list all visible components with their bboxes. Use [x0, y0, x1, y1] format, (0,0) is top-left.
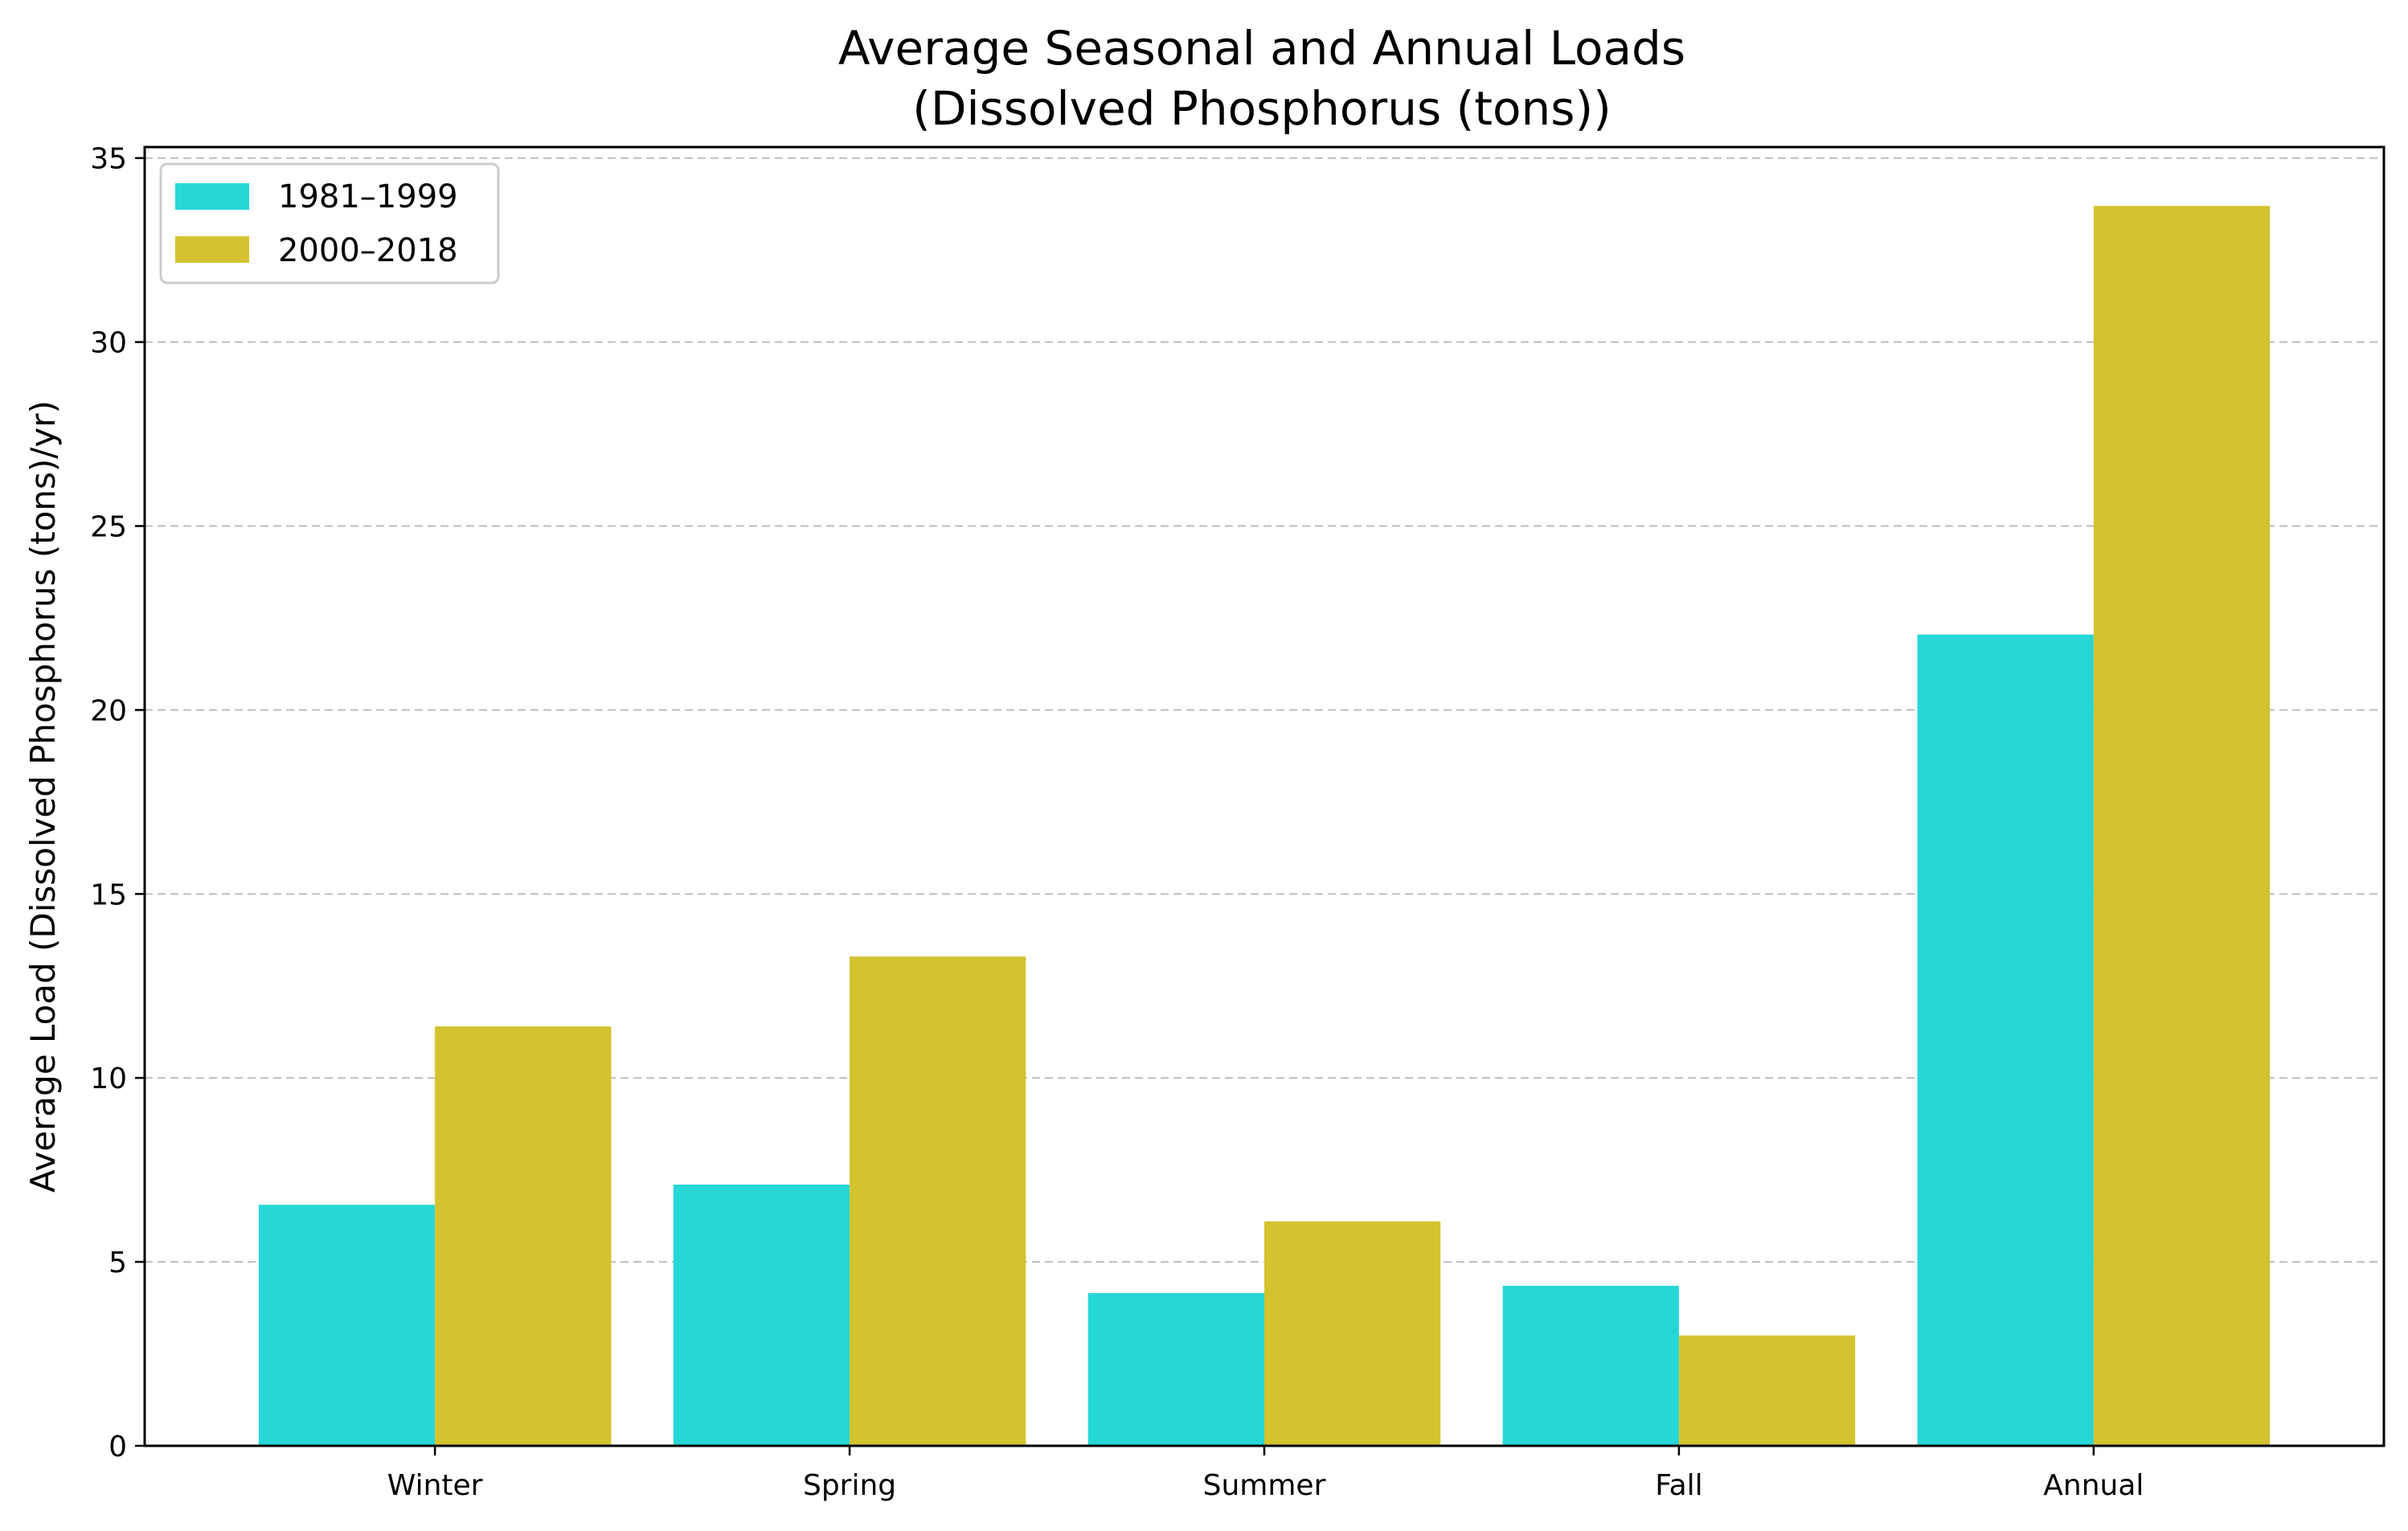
y-tick-label-25: 25 — [90, 511, 127, 544]
y-axis-label: Average Load (Dissolved Phosphorus (tons… — [23, 400, 63, 1193]
bar-winter-1981-1999 — [258, 1205, 436, 1446]
y-tick-label-5: 5 — [109, 1246, 127, 1279]
chart-title-line-2: (Dissolved Phosphorus (tons)) — [912, 81, 1611, 136]
bar-fall-1981-1999 — [1502, 1285, 1679, 1446]
legend-swatch-1981-1999 — [175, 183, 249, 210]
bar-spring-2000-2018 — [850, 956, 1026, 1446]
legend-label-1981-1999: 1981–1999 — [278, 178, 458, 215]
bar-spring-1981-1999 — [673, 1184, 850, 1446]
x-tick-label-fall: Fall — [1655, 1469, 1702, 1502]
y-tick-label-30: 30 — [90, 327, 127, 360]
bar-winter-2000-2018 — [435, 1026, 612, 1446]
chart-title-line-1: Average Seasonal and Annual Loads — [838, 21, 1685, 76]
x-axis-ticks: Winter Spring Summer Fall Annual — [387, 1446, 2144, 1502]
bar-fall-2000-2018 — [1678, 1335, 1856, 1446]
y-tick-label-35: 35 — [90, 143, 127, 176]
y-axis-ticks: 0 5 10 15 20 25 30 35 — [90, 143, 145, 1463]
y-tick-label-0: 0 — [109, 1431, 127, 1463]
legend-label-2000-2018: 2000–2018 — [278, 232, 458, 269]
bar-annual-2000-2018 — [2093, 206, 2271, 1446]
bar-summer-1981-1999 — [1087, 1293, 1264, 1446]
legend: 1981–1999 2000–2018 — [159, 162, 500, 285]
y-tick-label-20: 20 — [90, 694, 127, 727]
legend-swatch-2000-2018 — [175, 236, 249, 263]
bars — [258, 206, 2271, 1446]
x-tick-label-summer: Summer — [1203, 1469, 1326, 1502]
y-tick-label-10: 10 — [90, 1062, 127, 1095]
bar-annual-1981-1999 — [1917, 634, 2094, 1446]
y-tick-label-15: 15 — [90, 878, 127, 911]
x-tick-label-winter: Winter — [387, 1469, 483, 1502]
x-tick-label-spring: Spring — [803, 1469, 896, 1502]
x-tick-label-annual: Annual — [2043, 1469, 2144, 1502]
bar-summer-2000-2018 — [1264, 1221, 1441, 1446]
